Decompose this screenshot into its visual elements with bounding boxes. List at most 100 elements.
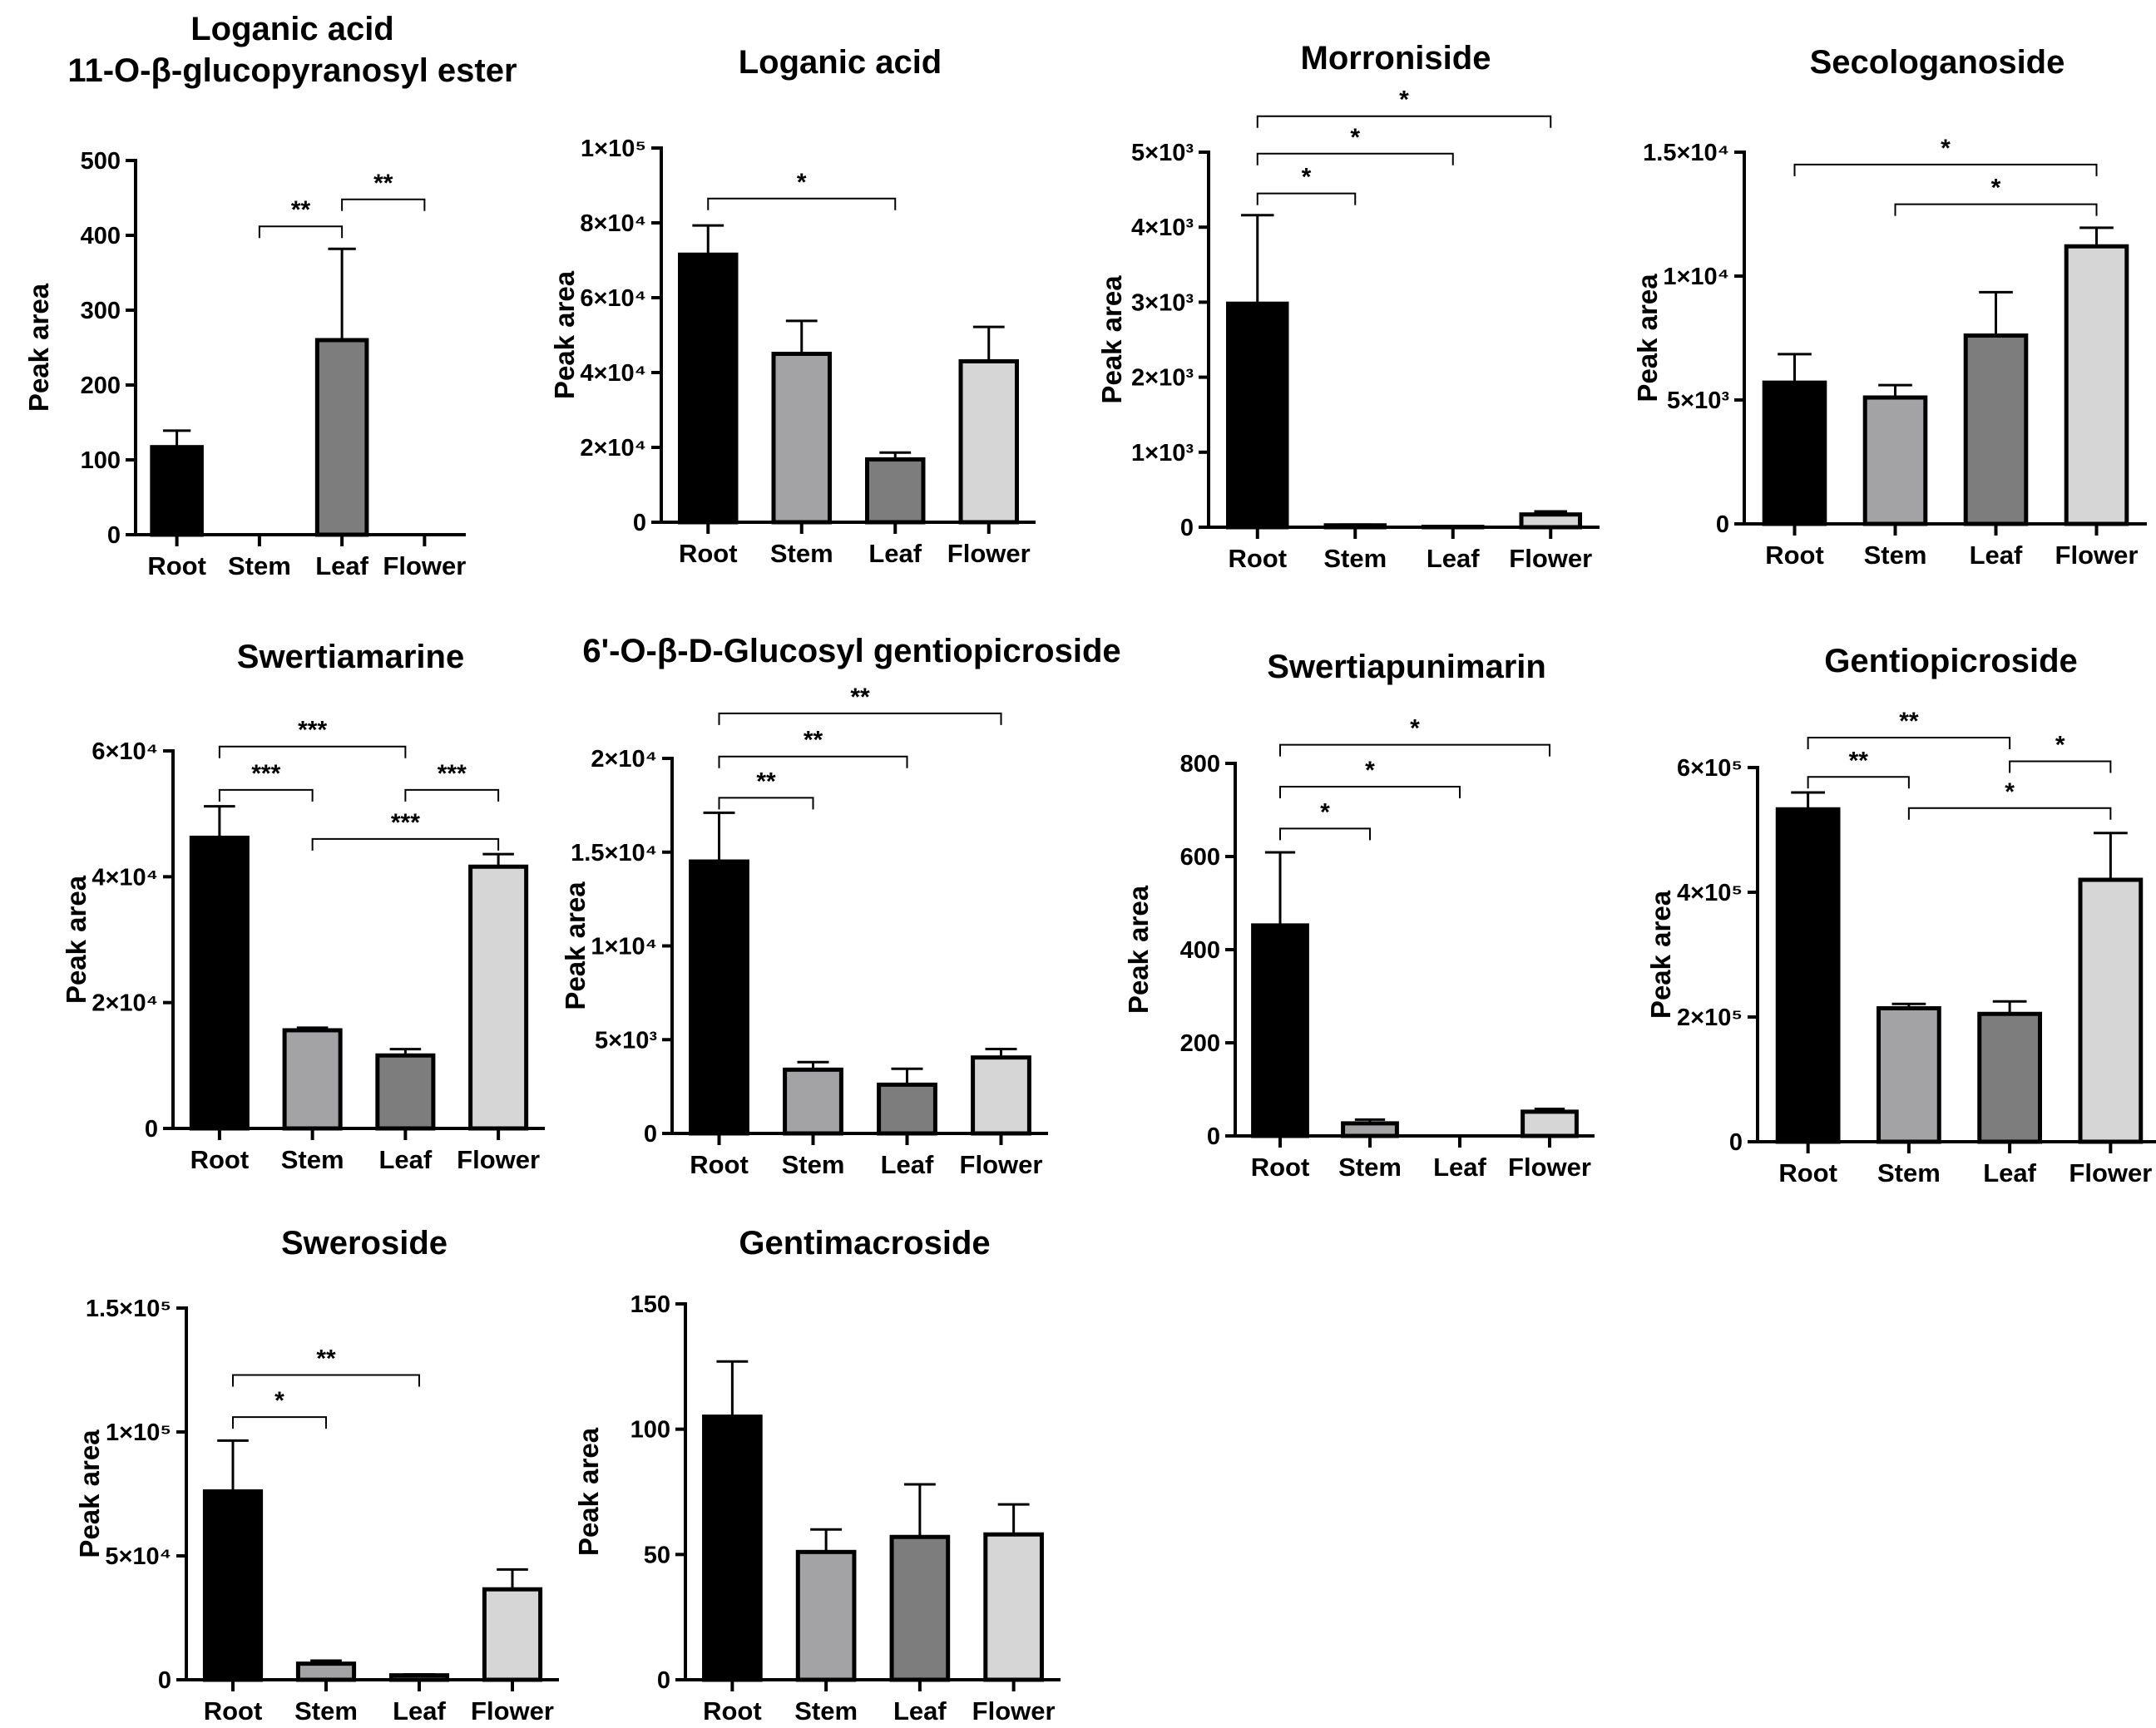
x-tick-label-flower: Flower: [457, 1145, 540, 1174]
bar-flower: [2078, 877, 2144, 1144]
bar-leaf: [1977, 1011, 2042, 1144]
significance-bracket: [232, 1416, 327, 1429]
y-axis-label: Peak area: [74, 1429, 105, 1558]
bar-leaf: [877, 1082, 937, 1136]
y-tick-label: 300: [81, 298, 121, 324]
chart-panel-8: Gentiopicroside Peak area 0 2×10⁵ 4×10⁵ 6×10⁵…: [1645, 643, 2156, 1187]
x-tick-label-stem: Stem: [1323, 544, 1387, 573]
bar-flower: [482, 1587, 543, 1682]
significance-label: ***: [438, 760, 467, 787]
y-tick-label: 0: [657, 1667, 670, 1694]
y-tick-label: 6×10⁵: [1677, 755, 1743, 782]
significance-label: **: [316, 1345, 336, 1372]
y-tick-label: 400: [81, 223, 121, 249]
y-tick-label: 6×10⁴: [91, 738, 158, 765]
chart-title: 11-O-β-glucopyranosyl ester: [67, 52, 517, 89]
x-tick-label-stem: Stem: [228, 551, 291, 580]
y-tick-label: 0: [107, 522, 121, 549]
y-tick-label: 1.5×10⁵: [86, 1296, 171, 1322]
y-tick-label: 5×10³: [1131, 140, 1194, 166]
x-tick-label-leaf: Leaf: [1983, 1158, 2036, 1187]
x-tick-label-flower: Flower: [383, 551, 466, 580]
x-tick-label-leaf: Leaf: [881, 1150, 934, 1179]
chart-title: Gentimacroside: [739, 1225, 990, 1261]
bar-flower: [1519, 512, 1582, 530]
x-tick-label-leaf: Leaf: [379, 1145, 433, 1174]
y-tick-label: 2×10⁴: [91, 990, 158, 1017]
chart-title: Loganic acid: [190, 11, 394, 47]
x-tick-label-stem: Stem: [1864, 541, 1927, 570]
significance-label: **: [850, 684, 870, 711]
y-tick-label: 4×10⁵: [1677, 880, 1743, 906]
y-tick-label: 5×10⁴: [105, 1543, 171, 1570]
significance-bracket: [1279, 827, 1371, 841]
significance-bracket: [1279, 743, 1550, 757]
significance-bracket: [1256, 152, 1454, 165]
x-tick-label-flower: Flower: [972, 1696, 1056, 1726]
significance-label: *: [1399, 86, 1409, 114]
y-axis-label: Peak area: [1096, 275, 1127, 404]
significance-bracket: [258, 225, 344, 239]
y-tick-label: 5×10³: [1667, 388, 1729, 414]
bar-stem: [1341, 1121, 1399, 1138]
y-tick-label: 4×10⁴: [580, 360, 646, 387]
bar-leaf: [314, 338, 369, 537]
x-tick-label-root: Root: [204, 1696, 263, 1726]
bar-flower: [983, 1532, 1044, 1682]
significance-label: *: [797, 169, 807, 196]
x-tick-label-stem: Stem: [1338, 1153, 1402, 1182]
y-tick-label: 0: [1207, 1123, 1220, 1150]
y-tick-label: 3×10³: [1131, 289, 1194, 316]
bar-root: [678, 252, 739, 525]
x-tick-label-root: Root: [1251, 1153, 1310, 1182]
bar-flower: [468, 864, 529, 1131]
bar-flower: [958, 359, 1019, 525]
y-tick-label: 2×10⁴: [580, 435, 646, 462]
bar-stem: [783, 1067, 843, 1136]
significance-bracket: [218, 788, 314, 802]
significance-label: **: [804, 727, 823, 754]
chart-panel-4: Secologanoside Peak area 0 5×10³ 1×10⁴ 1.5×10…: [1632, 44, 2147, 570]
significance-label: ***: [298, 717, 327, 744]
significance-label: *: [274, 1387, 284, 1414]
x-tick-label-root: Root: [1778, 1158, 1837, 1187]
significance-bracket: [718, 755, 908, 768]
y-tick-label: 8×10⁴: [580, 210, 646, 237]
y-tick-label: 4×10³: [1131, 215, 1194, 241]
significance-bracket: [404, 788, 500, 802]
bar-stem: [795, 1549, 857, 1682]
x-tick-label-flower: Flower: [1508, 1153, 1591, 1182]
y-tick-label: 400: [1180, 937, 1220, 964]
x-tick-label-leaf: Leaf: [868, 539, 922, 568]
x-tick-label-flower: Flower: [947, 539, 1031, 568]
y-tick-label: 1.5×10⁴: [1643, 140, 1729, 166]
y-tick-label: 0: [644, 1121, 657, 1148]
x-tick-label-stem: Stem: [782, 1150, 845, 1179]
bar-stem: [1877, 1006, 1941, 1144]
y-tick-label: 4×10⁴: [91, 864, 158, 891]
significance-label: *: [1941, 135, 1951, 162]
significance-label: *: [1365, 757, 1375, 784]
y-tick-label: 0: [1716, 511, 1729, 538]
x-tick-label-stem: Stem: [294, 1696, 358, 1726]
bar-root: [1251, 923, 1309, 1138]
x-tick-label-root: Root: [690, 1150, 749, 1179]
x-tick-label-leaf: Leaf: [315, 551, 368, 580]
y-tick-label: 100: [630, 1417, 670, 1444]
bar-root: [689, 859, 749, 1136]
bar-root: [1226, 301, 1289, 530]
y-tick-label: 2×10⁴: [591, 746, 657, 773]
significance-bracket: [718, 712, 1002, 725]
chart-panel-3: Morroniside Peak area 0 1×10³ 2×10³ 3×10³ 4×10…: [1096, 40, 1600, 573]
bar-root: [1775, 807, 1841, 1144]
y-tick-label: 1×10³: [1131, 440, 1194, 467]
x-tick-label-stem: Stem: [1877, 1158, 1941, 1187]
x-tick-label-flower: Flower: [1509, 544, 1592, 573]
significance-label: *: [1991, 175, 2001, 202]
chart-title: Sweroside: [281, 1225, 448, 1261]
bar-stem: [282, 1028, 343, 1131]
bar-root: [702, 1414, 763, 1682]
significance-bracket: [2009, 760, 2112, 773]
y-axis-label: Peak area: [573, 1427, 604, 1556]
